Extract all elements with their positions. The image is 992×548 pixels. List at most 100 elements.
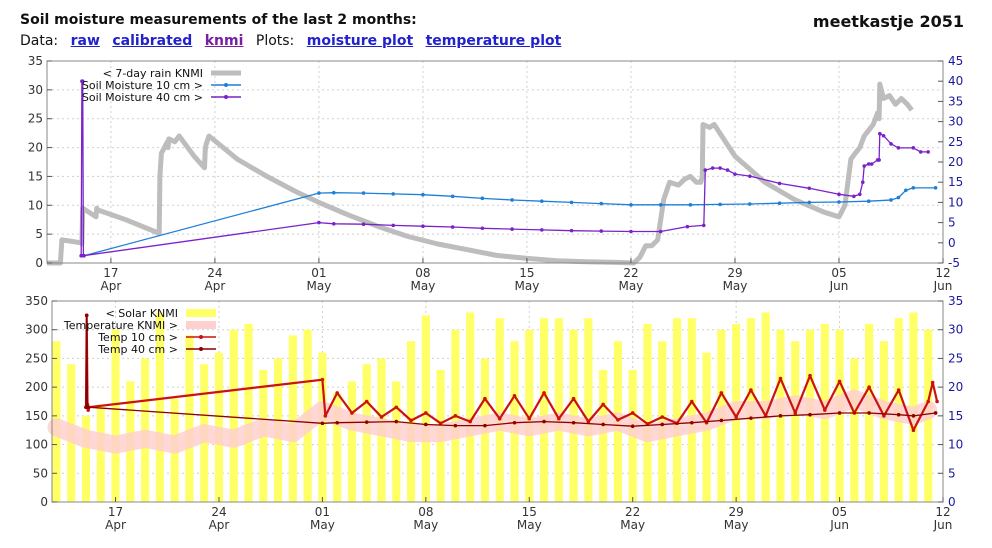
chart-1: 05101520253035-505101520253035404517Apr2…: [28, 54, 964, 293]
y-tick-label-right: 35: [948, 294, 963, 308]
legend-label: Soil Moisture 40 cm >: [82, 91, 203, 104]
data-point: [450, 194, 455, 199]
data-point: [896, 412, 901, 417]
data-point: [391, 192, 396, 196]
x-tick-month: May: [619, 279, 644, 293]
legend-label: Temperature KNMI >: [63, 319, 178, 332]
x-tick-month: Apr: [205, 279, 226, 293]
data-point: [748, 202, 752, 206]
data-point: [793, 411, 798, 415]
data-point: [862, 164, 867, 168]
data-point: [542, 391, 546, 395]
y-tick-label-left: 100: [25, 438, 48, 452]
data-point: [480, 226, 485, 231]
data-point: [86, 408, 91, 412]
data-point: [586, 419, 591, 424]
chart-2: 0501001502002503003500510152025303517Apr…: [25, 294, 963, 532]
data-point: [852, 194, 856, 199]
solar-bar: [672, 318, 682, 502]
data-point: [571, 420, 576, 425]
moisture-plot-link[interactable]: moisture plot: [306, 33, 414, 49]
knmi-link[interactable]: knmi: [204, 33, 244, 49]
x-tick-day: 17: [108, 505, 123, 519]
data-point: [424, 411, 428, 415]
data-point: [630, 424, 635, 428]
data-point: [734, 415, 738, 419]
series-0-0: [47, 81, 914, 266]
data-point: [719, 391, 724, 395]
y-tick-label-left: 35: [28, 54, 43, 68]
data-point: [317, 220, 321, 225]
data-point: [877, 158, 881, 162]
series-1-3: [84, 313, 938, 428]
solar-bar: [599, 369, 608, 502]
x-tick-day: 12: [935, 266, 950, 280]
data-point: [599, 229, 604, 233]
data-point: [601, 402, 605, 407]
x-tick-month: Apr: [105, 518, 126, 532]
solar-bar: [539, 318, 549, 502]
y-tick-label-right: 15: [948, 409, 963, 423]
y-tick-label-left: 30: [28, 83, 43, 97]
data-point: [860, 180, 865, 184]
solar-bar: [155, 312, 164, 502]
data-point: [335, 391, 339, 395]
y-tick-label-left: 300: [25, 323, 48, 337]
x-tick-month: Jun: [829, 518, 849, 532]
solar-bar: [466, 312, 475, 502]
data-point: [933, 411, 938, 415]
data-point: [510, 227, 514, 231]
data-point: [394, 419, 399, 424]
y-tick-label-right: 20: [948, 155, 963, 169]
raw-link[interactable]: raw: [70, 33, 100, 49]
data-point: [569, 200, 574, 205]
x-tick-month: May: [307, 279, 332, 293]
y-tick-label-right: 25: [948, 135, 963, 149]
data-point: [718, 166, 722, 170]
y-tick-label-right: 35: [948, 94, 963, 108]
x-tick-day: 17: [103, 266, 118, 280]
data-point: [80, 79, 85, 83]
y-tick-label-left: 50: [33, 466, 48, 480]
data-point: [703, 168, 708, 172]
legend-marker: [224, 95, 228, 99]
temperature-knmi-band: [47, 389, 938, 454]
data-point: [379, 415, 384, 419]
data-point: [701, 223, 706, 228]
data-point: [930, 380, 935, 385]
legend-label: Temp 10 cm >: [97, 331, 178, 344]
data-point: [911, 186, 916, 190]
data-point: [911, 414, 916, 418]
solar-bar: [333, 392, 342, 502]
y-tick-label-right: -5: [948, 256, 960, 270]
data-point: [84, 313, 89, 318]
x-tick-day: 01: [311, 266, 326, 280]
y-tick-label-right: 20: [948, 380, 963, 394]
series-1-2: [84, 313, 939, 433]
legend-marker: [199, 347, 203, 351]
x-tick-day: 24: [211, 505, 226, 519]
solar-bar: [850, 358, 859, 502]
x-tick-month: May: [411, 279, 436, 293]
data-point: [540, 199, 544, 203]
y-tick-label-right: 10: [948, 195, 963, 209]
data-point: [86, 405, 91, 410]
data-point: [926, 399, 931, 404]
data-point: [630, 411, 635, 415]
legend-swatch: [186, 309, 216, 317]
data-point: [364, 399, 369, 404]
data-point: [629, 203, 633, 207]
data-point: [778, 414, 783, 418]
temperature-plot-link[interactable]: temperature plot: [425, 33, 562, 49]
data-point: [320, 421, 325, 426]
data-point: [660, 415, 665, 419]
data-point: [867, 385, 871, 389]
series-line: [81, 187, 936, 257]
page-title: Soil moisture measurements of the last 2…: [20, 12, 417, 28]
y-tick-label-right: 0: [948, 495, 956, 509]
calibrated-link[interactable]: calibrated: [112, 33, 193, 49]
data-point: [424, 422, 428, 427]
solar-bar: [229, 329, 238, 502]
data-point: [658, 229, 663, 234]
